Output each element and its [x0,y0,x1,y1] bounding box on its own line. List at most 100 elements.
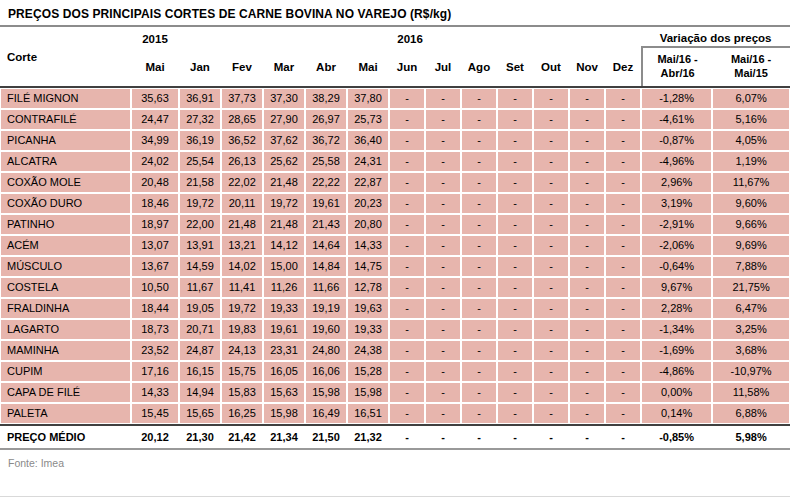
price-cell: 21,32 [347,426,389,448]
placeholder-cell: - [569,193,605,214]
variacao-group-header: Variação dos preços [641,27,790,48]
variation-mai16-mai15-cell: 4,05% [712,130,790,151]
price-cell: 25,58 [305,151,347,172]
placeholder-cell: - [533,151,569,172]
placeholder-cell: - [461,172,497,193]
price-cell: 17,16 [131,361,179,382]
variation-mai16-abr16-cell: -4,96% [641,151,712,172]
variation-mai16-abr16-cell: -2,06% [641,235,712,256]
price-table: Corte 2015 2016 Variação dos preços MaiJ… [0,27,790,450]
placeholder-cell: - [389,319,425,340]
placeholder-cell: - [605,426,641,448]
price-cell: 10,50 [131,277,179,298]
variation-mai16-abr16-cell: 3,19% [641,193,712,214]
placeholder-cell: - [425,130,461,151]
corte-cell: COXÃO MOLE [0,172,131,193]
placeholder-cell: - [461,235,497,256]
price-cell: 25,62 [263,151,305,172]
placeholder-cell: - [425,340,461,361]
price-cell: 25,54 [179,151,221,172]
price-cell: 19,83 [221,319,263,340]
price-cell: 38,29 [305,88,347,109]
placeholder-cell: - [461,298,497,319]
price-cell: 21,48 [221,214,263,235]
price-cell: 14,59 [179,256,221,277]
placeholder-cell: - [497,172,533,193]
placeholder-cell: - [425,172,461,193]
variation-mai16-abr16-cell: 0,00% [641,382,712,403]
price-cell: 13,07 [131,235,179,256]
variation-mai16-mai15-cell: 1,19% [712,151,790,172]
corte-cell: COSTELA [0,277,131,298]
placeholder-cell: - [569,382,605,403]
placeholder-cell: - [461,130,497,151]
price-cell: 15,98 [263,403,305,424]
placeholder-cell: - [389,88,425,109]
placeholder-cell: - [569,361,605,382]
variacao-column-header-2: Mai/16 - Mai/15 [712,48,790,86]
table-row: PATINHO18,9722,0021,4821,4821,4320,80---… [0,214,790,235]
table-row: COSTELA10,5011,6711,4111,2611,6612,78---… [0,277,790,298]
price-cell: 21,48 [263,214,305,235]
placeholder-cell: - [569,214,605,235]
price-cell: 15,98 [305,382,347,403]
price-cell: 14,75 [347,256,389,277]
price-cell: 16,49 [305,403,347,424]
placeholder-cell: - [569,151,605,172]
month-header-jan-2016: Jan [179,48,221,86]
placeholder-cell: - [461,193,497,214]
placeholder-cell: - [389,403,425,424]
price-cell: 14,33 [347,235,389,256]
variation-mai16-mai15-cell: 11,67% [712,172,790,193]
price-cell: 20,71 [179,319,221,340]
placeholder-cell: - [569,298,605,319]
placeholder-cell: - [605,193,641,214]
price-cell: 18,97 [131,214,179,235]
placeholder-cell: - [389,382,425,403]
price-cell: 14,64 [305,235,347,256]
year-2016-header: 2016 [179,27,641,48]
source-note: Fonte: Imea [0,450,790,469]
price-cell: 26,97 [305,109,347,130]
price-cell: 15,65 [179,403,221,424]
variation-mai16-mai15-cell: 3,68% [712,340,790,361]
table-row: COXÃO DURO18,4619,7220,1119,7219,6120,23… [0,193,790,214]
price-cell: 19,60 [305,319,347,340]
price-cell: 24,47 [131,109,179,130]
placeholder-cell: - [461,382,497,403]
price-cell: 18,73 [131,319,179,340]
placeholder-cell: - [533,277,569,298]
price-cell: 22,02 [221,172,263,193]
price-cell: 16,51 [347,403,389,424]
variation-mai16-abr16-cell: -1,28% [641,88,712,109]
variation-mai16-abr16-cell: -0,64% [641,256,712,277]
price-cell: 16,15 [179,361,221,382]
price-cell: 19,61 [305,193,347,214]
placeholder-cell: - [605,340,641,361]
price-cell: 24,38 [347,340,389,361]
placeholder-cell: - [497,340,533,361]
corte-cell: PREÇO MÉDIO [0,426,131,448]
price-cell: 15,75 [221,361,263,382]
month-header-jun-2016: Jun [389,48,425,86]
corte-cell: ALCATRA [0,151,131,172]
placeholder-cell: - [497,361,533,382]
placeholder-cell: - [425,151,461,172]
placeholder-cell: - [389,277,425,298]
price-cell: 14,94 [179,382,221,403]
price-cell: 28,65 [221,109,263,130]
price-cell: 19,72 [179,193,221,214]
price-cell: 16,05 [263,361,305,382]
price-cell: 21,48 [263,172,305,193]
corte-cell: PICANHA [0,130,131,151]
placeholder-cell: - [569,109,605,130]
placeholder-cell: - [497,88,533,109]
price-cell: 15,00 [263,256,305,277]
placeholder-cell: - [497,403,533,424]
placeholder-cell: - [389,214,425,235]
price-cell: 19,72 [263,193,305,214]
placeholder-cell: - [425,361,461,382]
placeholder-cell: - [533,109,569,130]
placeholder-cell: - [461,277,497,298]
placeholder-cell: - [389,256,425,277]
